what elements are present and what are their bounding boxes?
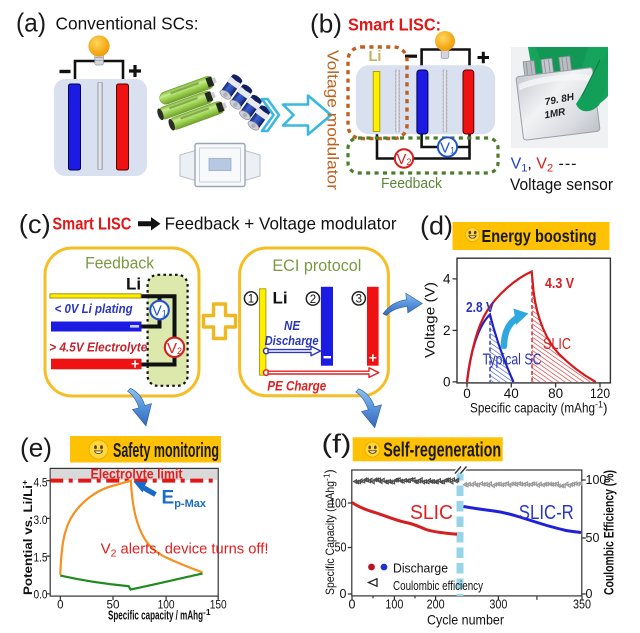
svg-text:40: 40 <box>504 386 519 401</box>
svg-text:200: 200 <box>427 598 445 612</box>
svg-text:Safety monitoring: Safety monitoring <box>113 440 219 462</box>
svg-text:4: 4 <box>443 272 451 287</box>
svg-text:Feedback + Voltage modulator: Feedback + Voltage modulator <box>165 214 397 234</box>
svg-text:Typical SC: Typical SC <box>483 352 542 369</box>
svg-text:Feedback: Feedback <box>85 254 154 273</box>
svg-text:SLIC: SLIC <box>410 502 453 524</box>
svg-text:Specific Capacity (mAhg-1): Specific Capacity (mAhg-1) <box>322 469 338 595</box>
svg-text:100: 100 <box>586 473 607 487</box>
svg-text:Coulombic Efficiency (%): Coulombic Efficiency (%) <box>602 470 617 595</box>
svg-text:Cycle number: Cycle number <box>427 612 504 628</box>
svg-text:80: 80 <box>548 386 563 401</box>
svg-text:120: 120 <box>590 386 610 401</box>
svg-text:0: 0 <box>349 598 356 612</box>
svg-text:2: 2 <box>310 294 316 306</box>
svg-text:50: 50 <box>335 541 347 555</box>
svg-text:Li: Li <box>273 289 288 308</box>
svg-text:(f): (f) <box>322 429 352 459</box>
svg-text:300: 300 <box>489 598 507 612</box>
svg-text:ECI protocol: ECI protocol <box>272 257 361 275</box>
svg-text:1.5: 1.5 <box>34 553 48 565</box>
svg-text:Discharge: Discharge <box>265 333 319 348</box>
svg-text:0: 0 <box>443 375 451 390</box>
svg-text:Feedback: Feedback <box>381 175 442 192</box>
svg-text:3: 3 <box>356 294 362 306</box>
svg-text:(b): (b) <box>310 9 342 39</box>
svg-text:350: 350 <box>573 598 591 612</box>
svg-text:3.0: 3.0 <box>34 515 48 527</box>
svg-text:50: 50 <box>107 600 120 612</box>
svg-text:150: 150 <box>210 600 227 612</box>
svg-text:Smart LISC: Smart LISC <box>52 214 131 234</box>
svg-text:Discharge: Discharge <box>393 562 448 576</box>
svg-text:Energy boosting: Energy boosting <box>482 226 597 246</box>
svg-text:Voltage modulator: Voltage modulator <box>324 50 341 190</box>
svg-text:Electrolyte limit: Electrolyte limit <box>91 467 183 482</box>
svg-text:2: 2 <box>443 323 451 338</box>
svg-text:Voltage sensor: Voltage sensor <box>510 175 613 194</box>
svg-text:Potential vs. Li/Li+: Potential vs. Li/Li+ <box>20 480 36 595</box>
svg-text:+: + <box>369 350 377 366</box>
svg-text:Coulombic efficiency: Coulombic efficiency <box>393 579 484 593</box>
svg-text:1: 1 <box>248 294 254 306</box>
svg-text:V2 alerts, device turns off!: V2 alerts, device turns off! <box>101 541 269 560</box>
svg-text:< 0V Li plating: < 0V Li plating <box>55 302 133 316</box>
svg-text:V1, V2 ---: V1, V2 --- <box>511 156 578 175</box>
svg-text:50: 50 <box>586 531 600 545</box>
svg-text:(d): (d) <box>420 211 453 241</box>
svg-text:100: 100 <box>158 600 175 612</box>
svg-text:0.0: 0.0 <box>34 590 48 602</box>
svg-text:4.5: 4.5 <box>34 477 48 489</box>
svg-text:0: 0 <box>586 587 593 601</box>
svg-text:100: 100 <box>385 598 403 612</box>
svg-text:Li: Li <box>369 49 382 65</box>
svg-text:0: 0 <box>463 386 471 401</box>
svg-text:2.8 V: 2.8 V <box>466 300 494 316</box>
svg-text:+: + <box>131 356 139 372</box>
svg-text:Specific capacity / mAhg-1: Specific capacity / mAhg-1 <box>108 607 211 623</box>
svg-text:PE Charge: PE Charge <box>267 378 326 394</box>
svg-text:4.3 V: 4.3 V <box>545 276 574 292</box>
svg-text:(a): (a) <box>16 8 46 38</box>
svg-text:SLIC: SLIC <box>543 336 571 353</box>
svg-text:Self-regeneration: Self-regeneration <box>383 440 501 462</box>
svg-text:Voltage (V): Voltage (V) <box>423 282 438 358</box>
svg-text:(e): (e) <box>20 433 52 463</box>
svg-text:(c): (c) <box>19 209 51 239</box>
svg-text:0: 0 <box>57 600 63 612</box>
svg-text:NE: NE <box>284 318 300 333</box>
svg-text:Smart LISC:: Smart LISC: <box>348 15 441 35</box>
svg-text:Conventional SCs:: Conventional SCs: <box>56 14 199 34</box>
svg-text:0: 0 <box>340 587 347 601</box>
svg-text:1MR: 1MR <box>543 106 567 121</box>
svg-text:> 4.5V Electrolyte: > 4.5V Electrolyte <box>49 341 147 355</box>
svg-text:Li: Li <box>126 275 141 294</box>
svg-text:100: 100 <box>330 497 347 511</box>
svg-text:SLIC-R: SLIC-R <box>519 502 574 524</box>
svg-text:Specific capacity (mAhg-1): Specific capacity (mAhg-1) <box>470 400 608 416</box>
